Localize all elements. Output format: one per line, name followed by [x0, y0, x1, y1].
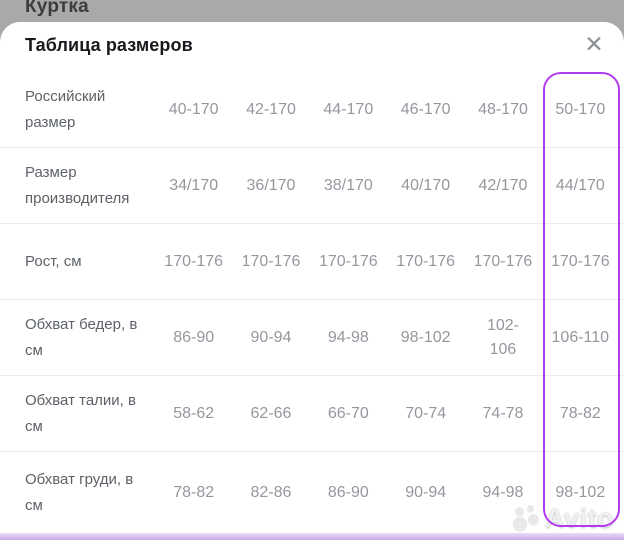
- size-cell: 40-170: [168, 100, 219, 118]
- size-cell: 42-170: [246, 100, 296, 118]
- size-cell: 170-176: [473, 252, 533, 270]
- size-cell: 78-82: [173, 483, 215, 501]
- watermark-text: Avito: [545, 503, 614, 533]
- row-label: Обхват груди, в см: [25, 470, 134, 514]
- row-label: Обхват бедер, в см: [25, 315, 138, 359]
- size-cell: 170-176: [164, 252, 224, 270]
- size-cell: 98-102: [400, 328, 451, 346]
- size-cell: 48-170: [478, 100, 528, 118]
- size-cell: 38/170: [323, 176, 373, 194]
- size-cell: 82-86: [250, 483, 292, 501]
- size-cell: 58-62: [173, 404, 215, 422]
- size-cell: 170-176: [318, 252, 378, 270]
- table-row: Рост, см 170-176 170-176 170-176 170-176 170-…: [0, 224, 624, 300]
- modal-title: Таблица размеров: [25, 35, 193, 55]
- background-page-title: Куртка: [25, 0, 89, 17]
- size-cell-selected: 50-170: [555, 100, 606, 118]
- row-label: Российский размер: [25, 87, 106, 131]
- avito-logo-icon: [513, 504, 543, 534]
- size-table: Российский размер 40-170 42-170 44-170 46-17…: [0, 72, 624, 533]
- size-cell: 62-66: [250, 404, 292, 422]
- size-cell: 90-94: [405, 483, 447, 501]
- table-row: Обхват талии, в см 58-62 62-66 66-70 70-74 74…: [0, 376, 624, 452]
- table-row: Российский размер 40-170 42-170 44-170 46-17…: [0, 72, 624, 148]
- row-label: Рост, см: [25, 252, 82, 270]
- dimmed-page-background: Куртка: [0, 0, 624, 26]
- size-cell: 66-70: [327, 404, 369, 422]
- modal-header: Таблица размеров ✕: [0, 22, 624, 72]
- table-row: Обхват бедер, в см 86-90 90-94 94-98 98-102 1…: [0, 300, 624, 376]
- table-row: Обхват груди, в см 78-82 82-86 86-90 90-94 94…: [0, 452, 624, 533]
- size-cell-selected: 170-176: [550, 252, 610, 270]
- size-cell: 46-170: [400, 100, 451, 118]
- size-cell: 90-94: [250, 328, 292, 346]
- size-cell: 94-98: [482, 483, 524, 501]
- bottom-accent-strip: [0, 533, 624, 540]
- size-cell: 34/170: [169, 176, 219, 194]
- size-cell-selected: 106-110: [551, 328, 610, 346]
- row-label: Обхват талии, в см: [25, 391, 136, 435]
- size-cell-selected: 78-82: [559, 404, 601, 422]
- size-cell: 40/170: [401, 176, 451, 194]
- size-cell: 102- 106: [486, 316, 519, 358]
- size-cell: 86-90: [327, 483, 369, 501]
- size-cell: 170-176: [396, 252, 455, 270]
- size-cell: 36/170: [246, 176, 296, 194]
- size-cell: 44-170: [323, 100, 374, 118]
- size-cell: 86-90: [173, 328, 215, 346]
- size-cell: 74-78: [482, 404, 524, 422]
- size-cell: 170-176: [241, 252, 301, 270]
- size-cell-selected: 44/170: [555, 176, 605, 194]
- size-cell-selected: 98-102: [555, 483, 606, 501]
- size-cell: 70-74: [405, 404, 447, 422]
- watermark: Avito: [513, 503, 614, 534]
- row-label: Размер производителя: [25, 163, 130, 207]
- size-cell: 42/170: [478, 176, 528, 194]
- close-icon[interactable]: ✕: [576, 26, 612, 62]
- table-row: Размер производителя 34/170 36/170 38/170 40…: [0, 148, 624, 224]
- size-cell: 94-98: [327, 328, 369, 346]
- size-table-modal: Таблица размеров ✕ Российский размер 40-1…: [0, 22, 624, 540]
